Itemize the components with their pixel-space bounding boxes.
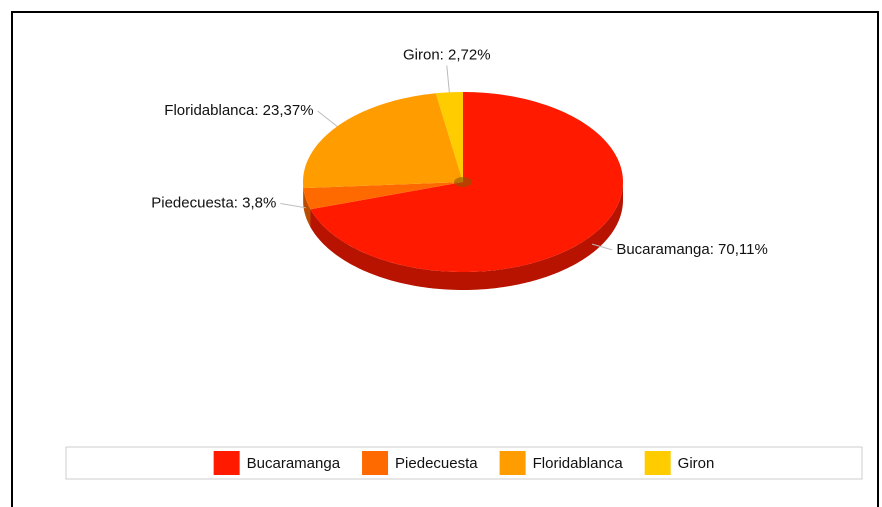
legend-swatch [644, 451, 671, 475]
pie-slice [303, 182, 463, 210]
legend-box [65, 446, 863, 480]
data-label: Giron: 2,72% [403, 46, 491, 63]
legend-label: Piedecuesta [395, 455, 478, 472]
pie-center [454, 177, 472, 187]
legend-swatch [213, 451, 240, 475]
pie-slice-side [310, 182, 623, 290]
data-label: Bucaramanga: 70,11% [616, 241, 768, 258]
leader-line [317, 110, 338, 127]
leader-line [591, 243, 613, 251]
legend-label: Giron [678, 455, 715, 472]
legend-swatch [362, 451, 389, 475]
data-label: Piedecuesta: 3,8% [151, 194, 276, 211]
pie-slice [303, 93, 463, 189]
pie-slice-side [303, 188, 311, 228]
frame [11, 11, 879, 507]
legend-swatch [499, 451, 526, 475]
legend-label: Bucaramanga [247, 455, 341, 472]
leader-line [280, 202, 306, 209]
pie-slice [435, 92, 463, 182]
data-label: Floridablanca: 23,37% [164, 102, 313, 119]
leader-line [446, 65, 450, 93]
legend-label: Floridablanca [533, 455, 624, 472]
